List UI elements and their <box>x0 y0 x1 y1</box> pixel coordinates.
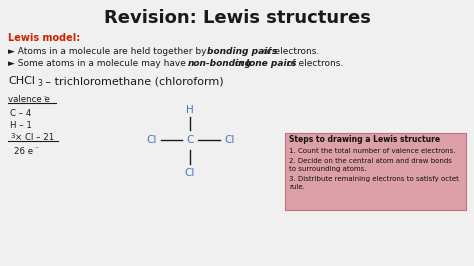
Text: Lewis model:: Lewis model: <box>8 33 80 43</box>
Text: valence e: valence e <box>8 95 50 105</box>
Text: ⁻: ⁻ <box>43 95 47 101</box>
Text: 2. Decide on the central atom and draw bonds: 2. Decide on the central atom and draw b… <box>289 158 452 164</box>
Text: 3. Distribute remaining electrons to satisfy octet: 3. Distribute remaining electrons to sat… <box>289 176 459 182</box>
Text: H: H <box>186 105 194 115</box>
Text: ► Some atoms in a molecule may have: ► Some atoms in a molecule may have <box>8 60 189 69</box>
Text: Revision: Lewis structures: Revision: Lewis structures <box>103 9 371 27</box>
Text: 26 e: 26 e <box>14 147 33 156</box>
FancyBboxPatch shape <box>285 133 466 210</box>
Text: of electrons.: of electrons. <box>260 48 319 56</box>
Text: ► Atoms in a molecule are held together by: ► Atoms in a molecule are held together … <box>8 48 210 56</box>
Text: × Cl – 21: × Cl – 21 <box>15 132 54 142</box>
Text: – trichloromethane (chloroform): – trichloromethane (chloroform) <box>42 76 224 86</box>
Text: of electrons.: of electrons. <box>284 60 343 69</box>
Text: 3: 3 <box>10 133 15 139</box>
Text: Cl: Cl <box>147 135 157 145</box>
Text: rule.: rule. <box>289 184 305 190</box>
Text: to surrounding atoms.: to surrounding atoms. <box>289 166 366 172</box>
Text: Cl: Cl <box>185 168 195 178</box>
Text: non-bonding: non-bonding <box>188 60 252 69</box>
Text: H – 1: H – 1 <box>10 120 32 130</box>
Text: or: or <box>232 60 247 69</box>
Text: C: C <box>186 135 194 145</box>
Text: Steps to drawing a Lewis structure: Steps to drawing a Lewis structure <box>289 135 440 144</box>
Text: bonding pairs: bonding pairs <box>207 48 277 56</box>
Text: 3: 3 <box>37 78 42 88</box>
Text: lone pairs: lone pairs <box>246 60 297 69</box>
Text: ⁻: ⁻ <box>35 146 39 152</box>
Text: CHCl: CHCl <box>8 76 35 86</box>
Text: Cl: Cl <box>225 135 235 145</box>
Text: C – 4: C – 4 <box>10 110 31 118</box>
Text: 1. Count the total number of valence electrons.: 1. Count the total number of valence ele… <box>289 148 456 154</box>
